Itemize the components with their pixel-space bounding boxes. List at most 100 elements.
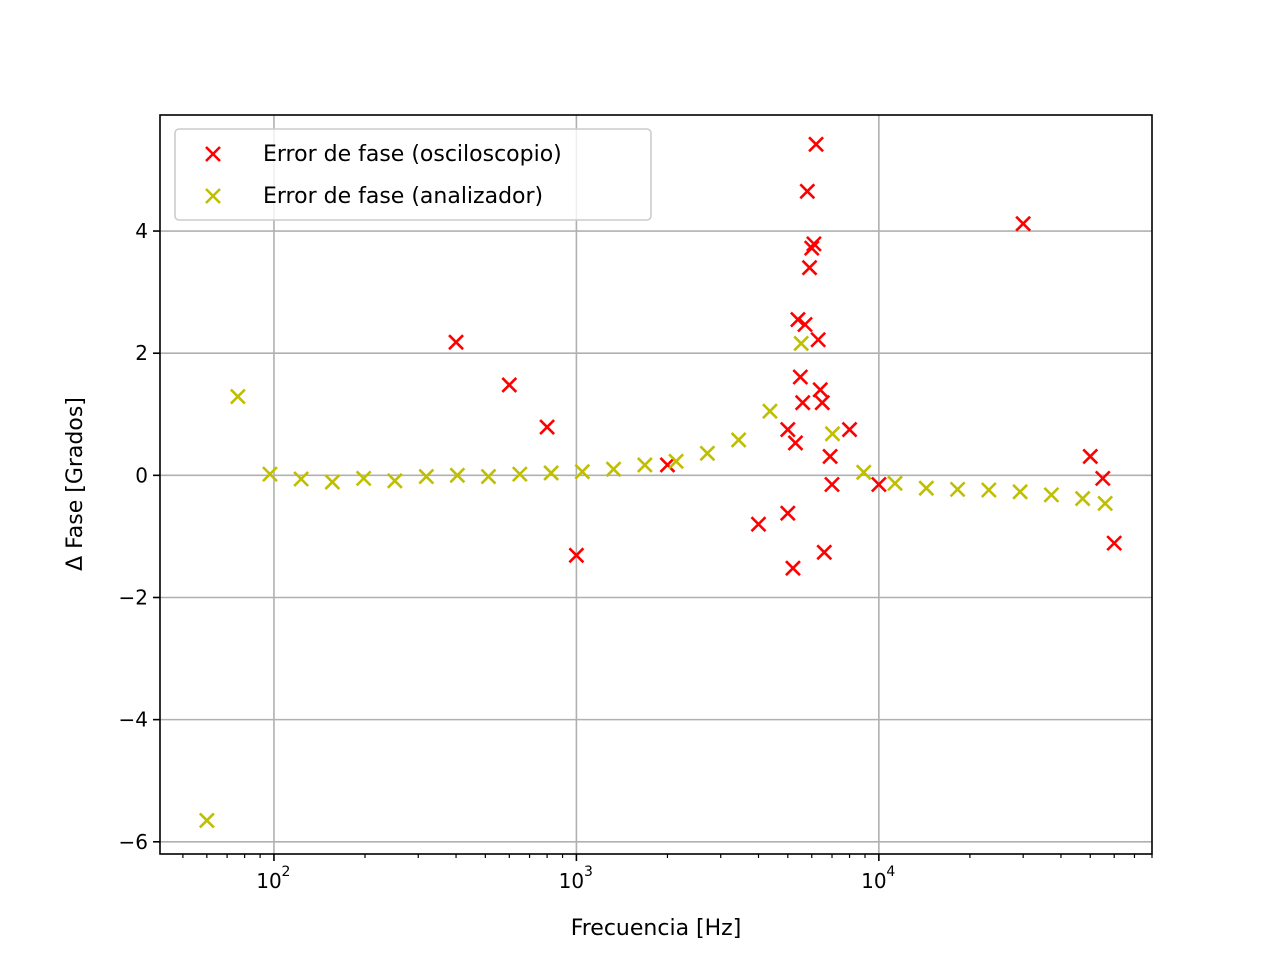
data-point [787,435,804,451]
y-tick-label: −4 [119,708,148,732]
data-point [262,466,278,483]
y-tick-label: 4 [135,219,148,243]
marker-stroke [293,471,310,487]
marker-stroke [1074,490,1091,507]
marker-stroke [205,188,221,204]
x-tick-exponent: 3 [584,864,593,880]
marker-stroke [801,259,818,276]
marker-stroke [659,457,676,473]
data-point [511,466,528,483]
x-tick-label: 10 [256,869,281,893]
marker-stroke [511,466,528,483]
marker-stroke [574,463,591,480]
marker-stroke [568,547,585,564]
marker-stroke [980,482,997,498]
marker-stroke [1012,483,1029,500]
data-point [418,468,435,485]
marker-stroke [794,394,811,411]
data-point [797,316,813,333]
data-point [668,453,685,470]
y-axis-label: Δ Fase [Grados] [63,397,88,571]
x-axis-label: Frecuencia [Hz] [571,916,742,941]
data-point [448,334,464,351]
y-tick-label: −6 [119,830,148,854]
major-ticks [153,230,880,861]
data-point [324,474,341,490]
marker-stroke [1106,535,1123,552]
marker-stroke [855,464,872,481]
minor-ticks [182,854,1153,858]
x-tick-exponent: 4 [886,864,895,880]
marker-stroke [418,468,435,485]
marker-stroke [803,240,820,257]
marker-stroke [787,435,804,451]
data-point [730,431,747,448]
marker-stroke [762,403,778,420]
legend-label-analizador: Error de fase (analizador) [263,184,543,209]
marker-stroke [792,369,809,385]
data-point [543,464,560,481]
data-point [1043,486,1060,503]
data-point [699,445,716,462]
data-point [1097,495,1114,512]
data-point [785,560,801,577]
data-point [355,470,372,487]
marker-stroke [841,421,858,438]
data-point [855,464,872,481]
marker-stroke [1082,448,1099,465]
data-point [789,311,806,328]
marker-stroke [810,331,827,348]
data-point [887,475,903,492]
series-1 [198,335,1114,829]
data-point [1094,470,1111,487]
data-point [636,457,653,473]
marker-stroke [1094,470,1111,487]
legend-marker-x [205,146,221,162]
marker-stroke [1043,486,1060,503]
plot-frame [159,114,1153,855]
data-point [841,421,858,438]
data-point [799,183,816,200]
data-point [801,259,818,276]
marker-stroke [949,481,966,498]
x-tick-exponent: 2 [281,864,290,880]
marker-stroke [543,464,560,481]
marker-stroke [636,457,653,473]
marker-stroke [1015,215,1032,232]
marker-stroke [539,419,556,436]
data-point [949,481,966,498]
marker-stroke [355,470,372,487]
data-points [198,136,1123,829]
marker-stroke [1097,495,1114,512]
marker-stroke [501,377,518,393]
data-point [605,461,622,478]
data-point [501,377,518,393]
data-point [792,369,809,385]
data-point [750,516,767,533]
data-point [659,457,676,473]
y-tick-label: −2 [119,585,148,609]
marker-stroke [806,235,822,252]
marker-stroke [205,146,221,162]
marker-stroke [262,466,278,483]
data-point [1015,215,1032,232]
data-point [293,471,310,487]
marker-stroke [814,394,831,411]
data-point [539,419,556,436]
marker-stroke [699,445,716,462]
data-point [806,235,822,252]
data-point [980,482,997,498]
marker-stroke [448,334,464,351]
x-tick-label: 10 [559,869,584,893]
data-point [822,448,839,465]
marker-stroke [799,183,816,200]
legend-label-osciloscopio: Error de fase (osciloscopio) [263,142,562,167]
data-point [793,335,810,352]
marker-stroke [797,316,813,333]
data-point [810,331,827,348]
x-tick-label: 10 [861,869,886,893]
legend: Error de fase (osciloscopio) Error de fa… [174,128,652,221]
marker-stroke [816,544,833,561]
